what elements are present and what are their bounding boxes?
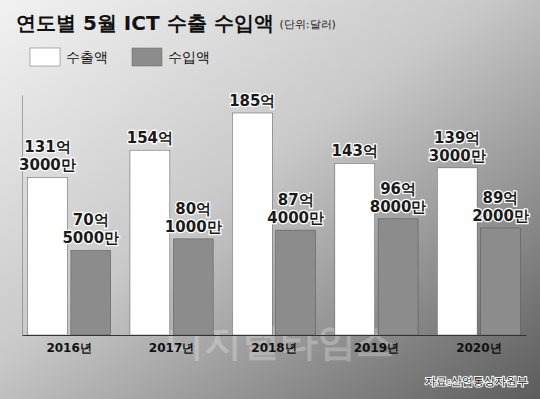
x-tick: 2018년 — [251, 341, 296, 355]
bar — [276, 230, 316, 335]
x-tick: 2017년 — [149, 341, 194, 355]
legend-item: 수입액 — [132, 48, 210, 66]
legend-label: 수입액 — [168, 49, 210, 65]
x-tick-label: 2019년 — [354, 341, 399, 355]
data-label: 154억 — [127, 129, 173, 147]
data-label: 131억3000만 — [19, 138, 76, 174]
legend-swatch — [30, 48, 60, 66]
x-tick: 2016년 — [46, 341, 91, 355]
bars — [28, 113, 521, 335]
bar — [437, 168, 477, 335]
x-tick: 2020년 — [456, 341, 501, 355]
data-label: 87억4000만 — [267, 191, 324, 227]
title: 연도별 5월 ICT 수출 수입액 — [16, 11, 274, 35]
background — [0, 0, 540, 399]
data-label: 70억5000만 — [62, 211, 119, 247]
x-axis: 2016년 2017년 2018년 2019년 2020년 — [23, 336, 527, 355]
chart: 디지털타임스연도별 5월 ICT 수출 수입액(단위:달러)수출액수입액2016… — [0, 0, 540, 399]
bar — [232, 113, 272, 335]
x-tick-label: 2016년 — [46, 341, 91, 355]
subtitle: (단위:달러) — [280, 18, 336, 31]
source: 자료:산업통상자원부 — [425, 375, 528, 388]
legend-item: 수출액 — [30, 48, 108, 66]
data-label: 96억8000만 — [370, 180, 427, 216]
data-label: 89억2000만 — [472, 189, 529, 225]
bar — [378, 219, 418, 335]
y-axis-line — [22, 96, 23, 336]
data-label: 139억3000만 — [429, 129, 486, 165]
data-label: 185억 — [229, 92, 275, 110]
x-tick-label: 2017년 — [149, 341, 194, 355]
legend-swatch — [132, 48, 162, 66]
data-label: 80억1000만 — [165, 200, 222, 236]
y-axis — [22, 96, 23, 336]
bar — [28, 177, 68, 335]
data-labels: 131억3000만 154억 185억 143억 139억3000만 70억5000만 80… — [19, 92, 529, 247]
bar — [335, 163, 375, 335]
x-axis-line — [23, 335, 527, 336]
bar — [71, 250, 111, 335]
x-tick: 2019년 — [354, 341, 399, 355]
x-tick-label: 2018년 — [251, 341, 296, 355]
bar — [481, 228, 521, 335]
bar — [173, 239, 213, 335]
legend: 수출액 수입액 — [30, 48, 210, 66]
data-label: 143억 — [332, 142, 378, 160]
bar — [130, 150, 170, 335]
legend-label: 수출액 — [66, 49, 108, 65]
x-tick-label: 2020년 — [456, 341, 501, 355]
